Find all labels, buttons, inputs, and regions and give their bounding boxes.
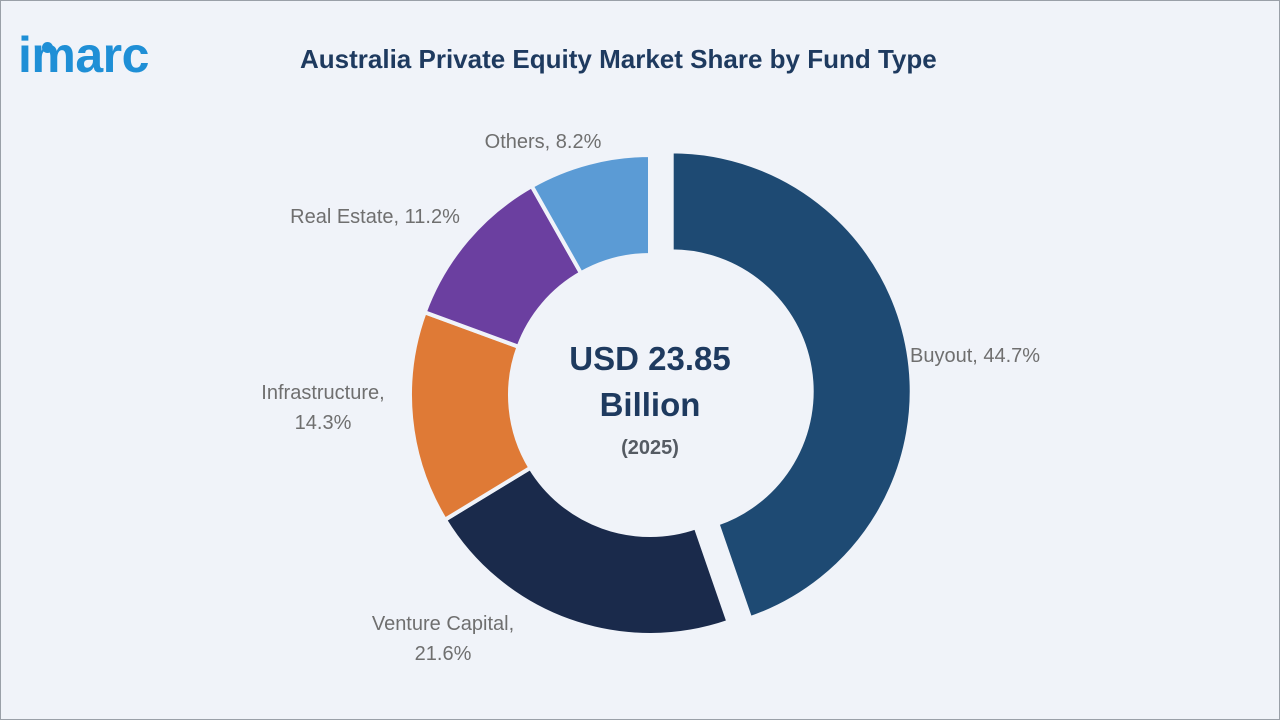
center-label: USD 23.85 Billion (2025) [569, 340, 730, 459]
center-year: (2025) [621, 437, 679, 459]
center-value-line-1: USD 23.85 [569, 340, 730, 377]
slice-buyout [669, 149, 914, 621]
center-value-line-2: Billion [600, 386, 701, 423]
logo-dot [42, 42, 53, 53]
imarc-logo: imarc [18, 30, 149, 80]
slice-others [529, 152, 652, 276]
data-label-buyout: Buyout, 44.7% [910, 345, 1040, 367]
logo-text: imarc [18, 27, 149, 83]
chart-title: Australia Private Equity Market Share by… [300, 44, 937, 74]
donut-slices [408, 149, 914, 637]
data-label-real-estate: Real Estate, 11.2% [290, 206, 460, 228]
slice-labels: Buyout, 44.7% Venture Capital, 21.6% Infras… [261, 131, 1040, 665]
slice-venture-capital [442, 465, 731, 637]
data-label-others: Others, 8.2% [485, 131, 602, 153]
data-label-infrastructure: Infrastructure, 14.3% [261, 382, 384, 434]
data-label-venture-capital: Venture Capital, 21.6% [372, 613, 514, 665]
